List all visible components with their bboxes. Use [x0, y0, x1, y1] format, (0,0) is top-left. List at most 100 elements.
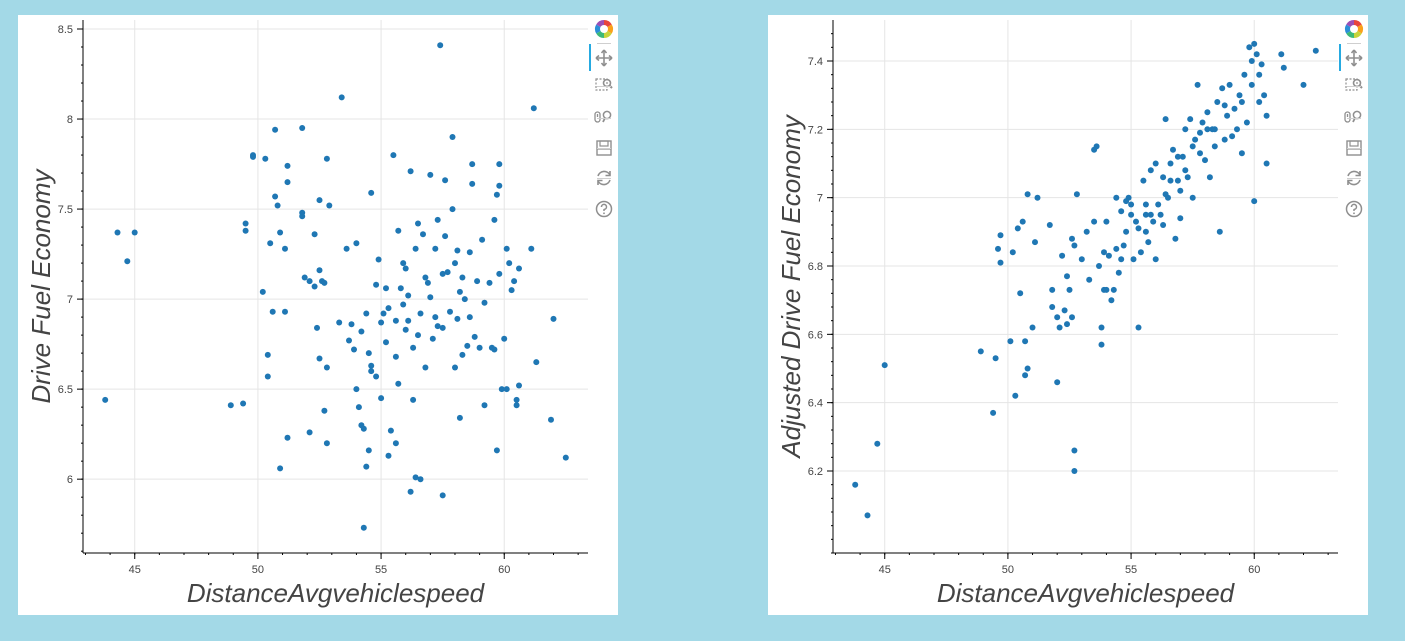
scatter-point [1189, 143, 1196, 150]
scatter-point [1221, 136, 1228, 143]
reset-icon [1345, 169, 1363, 187]
active-tool-indicator [1339, 44, 1341, 71]
scatter-point [1167, 177, 1174, 184]
box-zoom-tool[interactable] [589, 72, 619, 98]
scatter-point [375, 256, 382, 263]
scatter-point [316, 355, 323, 362]
scatter-point [1098, 341, 1105, 348]
scatter-point [995, 245, 1001, 252]
scatter-point [269, 308, 276, 315]
scatter-point [513, 402, 520, 409]
scatter-point [992, 355, 999, 362]
scatter-point [365, 447, 372, 454]
scatter-point [323, 155, 330, 162]
y-axis-label: Drive Fuel Economy [26, 167, 56, 403]
scatter-point [1056, 324, 1063, 331]
scatter-point [353, 240, 360, 247]
scatter-point [1071, 447, 1078, 454]
scatter-point [1071, 468, 1078, 474]
scatter-point [1130, 256, 1137, 263]
reset-tool[interactable] [589, 165, 619, 191]
scatter-point [1118, 256, 1125, 263]
y-tick-label: 8 [67, 114, 73, 126]
scatter-point [400, 260, 407, 267]
pan-tool[interactable] [589, 45, 619, 71]
scatter-point [1113, 245, 1120, 252]
scatter-point [1066, 286, 1073, 293]
toolbar-separator [1347, 118, 1361, 119]
scatter-plot-left[interactable]: 45 50 55 60 6 6.5 7 7.5 8 8.5 DistanceAvgvehiclesp… [18, 15, 588, 615]
scatter-point [1142, 228, 1149, 235]
scatter-point [351, 346, 357, 353]
scatter-point [1014, 225, 1021, 232]
scatter-point [1046, 222, 1053, 228]
scatter-point [1071, 242, 1078, 249]
help-tool[interactable] [589, 196, 619, 222]
active-tool-indicator [589, 44, 591, 71]
scatter-point [1105, 252, 1112, 259]
y-tick-label: 6.8 [808, 261, 823, 273]
bokeh-logo-tool[interactable] [589, 16, 619, 42]
scatter-point [1103, 218, 1110, 225]
scatter-point [466, 314, 473, 321]
scatter-plot-right[interactable]: 45 50 55 60 6.2 6.4 6.6 6.8 7 7.2 7.4 DistanceAvgve… [768, 15, 1338, 615]
scatter-point [1206, 174, 1213, 181]
scatter-point [1128, 201, 1135, 208]
scatter-point [395, 227, 402, 234]
wheel-zoom-tool[interactable] [1339, 104, 1369, 130]
scatter-point [1241, 71, 1248, 78]
scatter-point [550, 315, 557, 322]
scatter-point [1229, 133, 1236, 140]
y-tick-label: 7.5 [58, 204, 73, 216]
scatter-point [990, 409, 997, 416]
y-tick-label: 6.5 [58, 384, 73, 396]
scatter-point [1280, 64, 1287, 71]
scatter-point [1135, 324, 1142, 331]
scatter-point [262, 155, 269, 162]
scatter-point [282, 245, 288, 252]
scatter-point [1096, 263, 1102, 269]
scatter-point [274, 202, 281, 209]
scatter-point [306, 429, 313, 436]
scatter-point [402, 265, 409, 272]
scatter-point [456, 288, 463, 295]
scatter-point [1155, 201, 1162, 208]
pan-tool[interactable] [1339, 45, 1369, 71]
y-tick-label: 7.4 [808, 56, 823, 68]
scatter-point [1147, 211, 1154, 218]
scatter-point [392, 353, 399, 360]
scatter-point [427, 171, 434, 178]
scatter-point [1133, 218, 1139, 225]
scatter-point [250, 153, 256, 160]
scatter-point [1120, 242, 1127, 249]
scatter-point [528, 245, 535, 252]
scatter-point [385, 452, 392, 459]
y-tick-label: 8.5 [58, 24, 73, 36]
scatter-point [1142, 201, 1149, 208]
scatter-point [442, 233, 449, 240]
box-zoom-tool[interactable] [1339, 72, 1369, 98]
scatter-point [491, 346, 498, 353]
bokeh-logo-tool[interactable] [1339, 16, 1369, 42]
scatter-point [299, 213, 306, 220]
scatter-point [1192, 136, 1199, 143]
scatter-point [1238, 150, 1245, 157]
scatter-point [1113, 194, 1120, 201]
scatter-point [429, 335, 436, 342]
scatter-point [997, 232, 1004, 239]
scatter-point [410, 396, 417, 403]
scatter-point [417, 476, 424, 483]
reset-tool[interactable] [1339, 165, 1369, 191]
x-tick-label: 55 [375, 564, 387, 576]
scatter-point [427, 294, 434, 301]
scatter-point [392, 440, 399, 447]
help-tool[interactable] [1339, 196, 1369, 222]
scatter-point [491, 216, 498, 223]
scatter-point [385, 305, 392, 312]
scatter-point [1202, 157, 1208, 164]
y-axis-label: Adjusted Drive Fuel Economy [776, 113, 806, 459]
wheel-zoom-tool[interactable] [589, 104, 619, 130]
scatter-point [1118, 208, 1125, 215]
scatter-point [1177, 215, 1184, 222]
scatter-point [1054, 379, 1061, 386]
